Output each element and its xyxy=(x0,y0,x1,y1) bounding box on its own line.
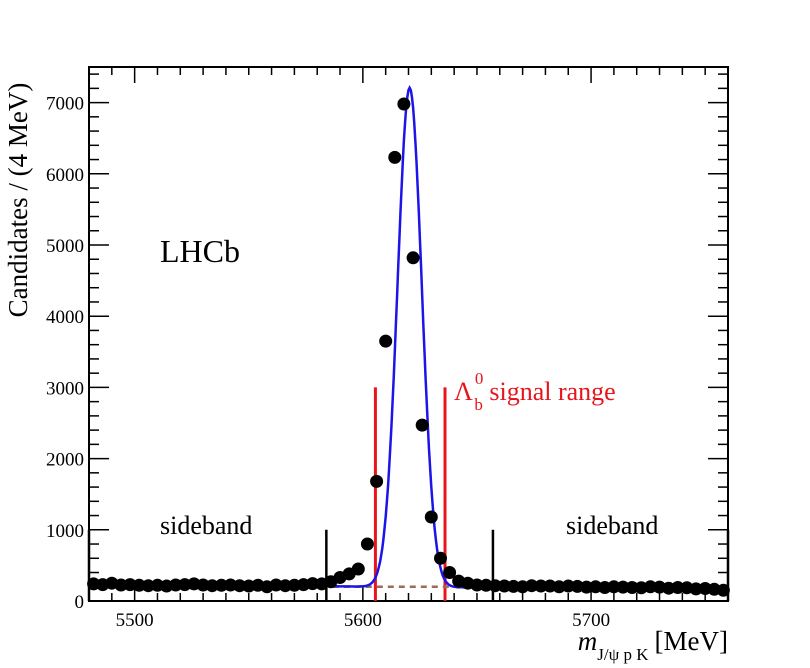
y-tick-label: 4000 xyxy=(46,307,84,328)
y-tick-label: 1000 xyxy=(46,521,84,542)
data-points-group xyxy=(87,97,730,597)
data-point xyxy=(443,566,457,579)
data-point xyxy=(689,582,703,596)
data-point xyxy=(561,579,575,593)
x-axis-unit: [MeV] xyxy=(655,626,728,656)
data-point xyxy=(415,418,429,432)
y-tick-label: 3000 xyxy=(46,378,84,399)
data-point xyxy=(470,578,484,592)
data-point xyxy=(497,579,511,593)
data-point xyxy=(424,510,438,524)
data-point xyxy=(370,474,384,488)
data-point xyxy=(233,579,247,593)
signal-range-superscript: 0 xyxy=(475,369,484,388)
sideband-right-label: sideband xyxy=(566,511,658,540)
x-axis-subscript: J/ψ p K xyxy=(597,645,649,664)
data-point xyxy=(607,580,621,594)
signal-range-symbol: Λ xyxy=(454,377,473,406)
data-point xyxy=(507,579,520,593)
data-point xyxy=(716,583,730,597)
data-point xyxy=(141,579,155,593)
sideband-left-label: sideband xyxy=(160,511,252,540)
data-point xyxy=(488,579,502,593)
data-point xyxy=(114,578,128,592)
y-tick-label: 6000 xyxy=(46,165,84,186)
data-point xyxy=(616,580,630,594)
data-point xyxy=(625,581,639,594)
data-point xyxy=(351,562,365,576)
data-point xyxy=(169,578,183,592)
x-tick-label: 5500 xyxy=(116,610,154,631)
data-point xyxy=(643,580,657,594)
data-point xyxy=(580,580,593,594)
x-tick-label: 5700 xyxy=(572,610,610,631)
x-axis-title: mJ/ψ p K [MeV] xyxy=(578,626,728,664)
data-point xyxy=(434,551,447,565)
data-point xyxy=(278,579,292,593)
y-tick-label: 2000 xyxy=(46,450,84,471)
data-point xyxy=(306,577,320,591)
data-point xyxy=(379,334,393,348)
data-point xyxy=(132,578,146,592)
data-point xyxy=(479,578,493,592)
ticks-group: 5500 5600 5700 0 1000 2000 3000 4000 5000 6000 700… xyxy=(46,67,729,631)
experiment-label: LHCb xyxy=(160,233,240,269)
y-tick-label: 7000 xyxy=(46,94,84,115)
data-point xyxy=(388,150,402,164)
data-point xyxy=(397,97,411,111)
data-point xyxy=(205,579,219,593)
y-tick-label: 5000 xyxy=(46,236,84,257)
y-tick-label: 0 xyxy=(75,592,85,613)
data-point xyxy=(214,578,228,592)
x-axis-variable: m xyxy=(578,626,598,656)
signal-range-text: signal range xyxy=(483,377,616,406)
signal-range-subscript: b xyxy=(474,395,483,414)
y-axis-title: Candidates / (4 MeV) xyxy=(3,83,33,318)
data-point xyxy=(406,251,420,265)
x-tick-label: 5600 xyxy=(344,610,382,631)
data-point xyxy=(360,537,374,551)
data-point xyxy=(671,581,685,594)
data-point xyxy=(534,579,548,593)
data-point xyxy=(525,579,539,593)
